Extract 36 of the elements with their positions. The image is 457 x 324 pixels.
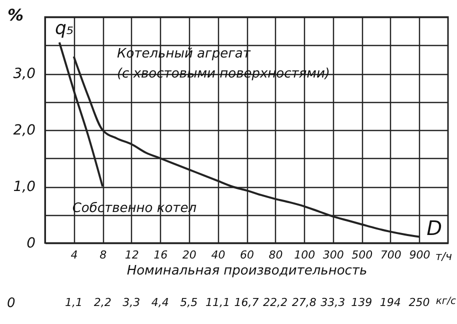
annotation: D xyxy=(426,216,442,240)
x-tick-label: 40 xyxy=(211,248,226,262)
text: т/ч xyxy=(435,250,452,263)
x-tick-label: 100 xyxy=(294,248,316,262)
x-tick-label: 700 xyxy=(380,248,402,262)
text: 22,2 xyxy=(263,296,288,309)
text: кг/с xyxy=(436,296,456,307)
text: 194 xyxy=(380,296,401,309)
x-tick-label: 4 xyxy=(70,248,78,262)
text: 5,5 xyxy=(180,296,198,309)
x-tick-label: 900 xyxy=(409,248,430,262)
x-axis-title: Номинальная производительность xyxy=(126,264,368,278)
y-tick-label: 0 xyxy=(26,236,36,252)
y-tick-label: 3,0 xyxy=(13,66,36,82)
text: 4,4 xyxy=(151,296,169,309)
x-tick-label: 12 xyxy=(124,248,139,262)
y-tick-label: 2,0 xyxy=(13,122,36,138)
text: 16,7 xyxy=(234,296,259,309)
text: 2,2 xyxy=(94,296,112,309)
y-tick-label: 1,0 xyxy=(13,179,36,195)
text: 11,1 xyxy=(205,296,230,309)
x-tick-label: 20 xyxy=(182,248,196,262)
x-tick-label: 300 xyxy=(322,248,344,262)
text: 250 xyxy=(408,296,430,309)
x-tick-label: 16 xyxy=(154,248,168,262)
y-axis-title: % xyxy=(8,6,24,24)
x-tick-label: 60 xyxy=(240,248,254,262)
chart-title: q₅ xyxy=(55,18,74,39)
text: 27,8 xyxy=(292,296,316,309)
x-tick-label: 8 xyxy=(100,248,107,262)
x-tick-label: 80 xyxy=(268,248,283,262)
text: 3,3 xyxy=(122,296,140,309)
text: 33,3 xyxy=(320,296,346,309)
text: 139 xyxy=(351,296,372,309)
text: 1,1 xyxy=(65,296,83,309)
x-tick-label: 500 xyxy=(352,248,373,262)
